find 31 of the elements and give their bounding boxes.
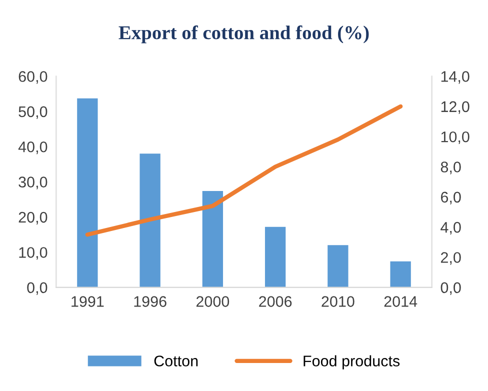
bar (264, 226, 286, 288)
bar (140, 154, 160, 288)
x-tick-label: 2014 (384, 296, 418, 307)
y-tick-label: 60,0 (18, 71, 48, 84)
y2-tick-label: 2,0 (440, 252, 461, 265)
y2-tick-label: 4,0 (440, 222, 461, 235)
legend-label: Cotton (154, 356, 198, 366)
y2-tick-label: 0,0 (440, 282, 461, 295)
chart-title: Export of cotton and food (%) (118, 25, 369, 44)
y2-tick-label: 6,0 (440, 192, 461, 204)
y2-tick-label: 8,0 (440, 162, 461, 174)
y-tick-label: 10,0 (19, 247, 48, 260)
y2-tick-label: 14,0 (441, 71, 470, 84)
y-tick-label: 40,0 (18, 141, 48, 154)
line-series (85, 104, 403, 237)
y-tick-label: 50,0 (18, 106, 48, 119)
y-tick-label: 30,0 (18, 176, 48, 190)
x-tick-label: 2010 (322, 296, 354, 307)
bar (202, 190, 224, 288)
bar (328, 245, 348, 288)
x-tick-label: 2006 (259, 296, 292, 307)
y-tick-label: 20,0 (18, 212, 48, 224)
y2-tick-label: 10,0 (441, 131, 470, 144)
y-tick-label: 0,0 (27, 282, 48, 295)
bar (77, 98, 98, 288)
x-tick-label: 1991 (72, 296, 104, 307)
y2-tick-label: 12,0 (441, 101, 470, 114)
legend-label: Food products (304, 355, 400, 370)
bar (390, 261, 411, 288)
x-tick-label: 2000 (196, 296, 230, 307)
x-tick-label: 1996 (134, 296, 166, 307)
